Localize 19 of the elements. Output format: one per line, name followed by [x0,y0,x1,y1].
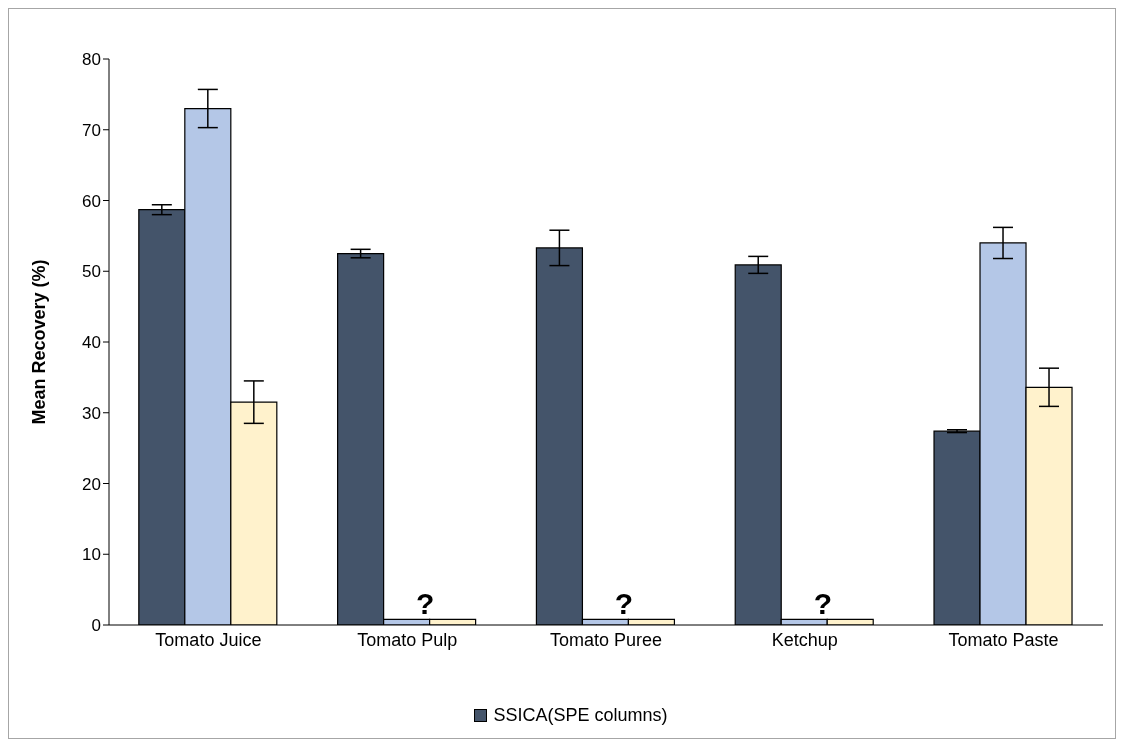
legend-label: SSICA(SPE columns) [492,705,668,726]
annotation: ? [813,587,832,621]
x-tick-label: Tomato Paste [948,629,1059,650]
y-tick-label: 70 [82,120,101,140]
y-tick-label: 60 [82,191,101,211]
x-tick-label: Tomato Pulp [357,629,458,650]
annotation: ? [614,587,634,621]
x-tick-label: Tomato Juice [155,629,262,650]
y-tick-label: 40 [82,333,101,353]
y-tick-label: 50 [82,262,101,282]
y-tick-label: 10 [82,545,101,565]
annotation: ? [416,587,435,621]
x-tick-label: Ketchup [771,629,838,650]
x-tick-label: Tomato Puree [549,629,663,650]
y-tick-label: 30 [82,403,101,423]
y-axis-title: Mean Recovery (%) [29,259,50,425]
y-tick-label: 80 [82,50,101,70]
y-tick-label: 20 [82,474,101,494]
y-tick-label: 0 [91,616,101,636]
